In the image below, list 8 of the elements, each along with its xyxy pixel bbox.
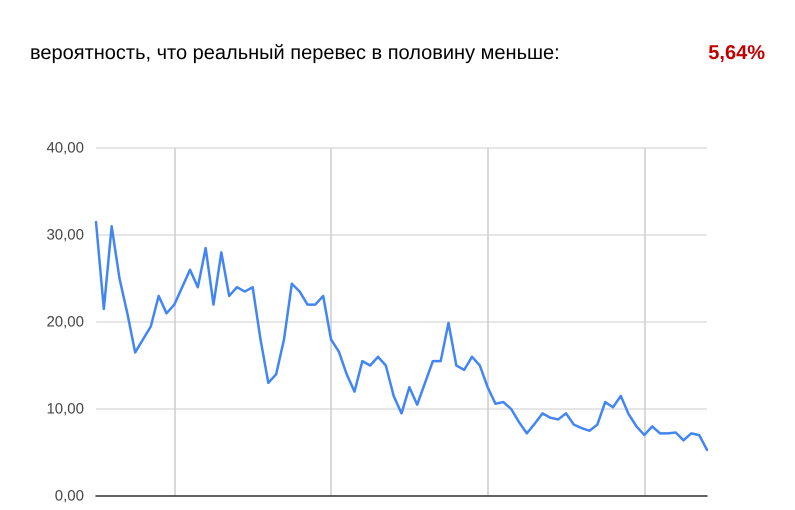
y-tick-label: 30,00: [46, 226, 84, 244]
chart-title: вероятность, что реальный перевес в половину меньше:: [30, 42, 560, 64]
line-series: [94, 220, 708, 452]
text: 5,64%: [708, 42, 766, 64]
y-tick-label: 10,00: [46, 400, 84, 418]
y-tick-label: 20,00: [46, 314, 84, 330]
y-tick-label: 40,00: [46, 140, 84, 156]
y-tick-label: 0,00: [54, 488, 84, 504]
